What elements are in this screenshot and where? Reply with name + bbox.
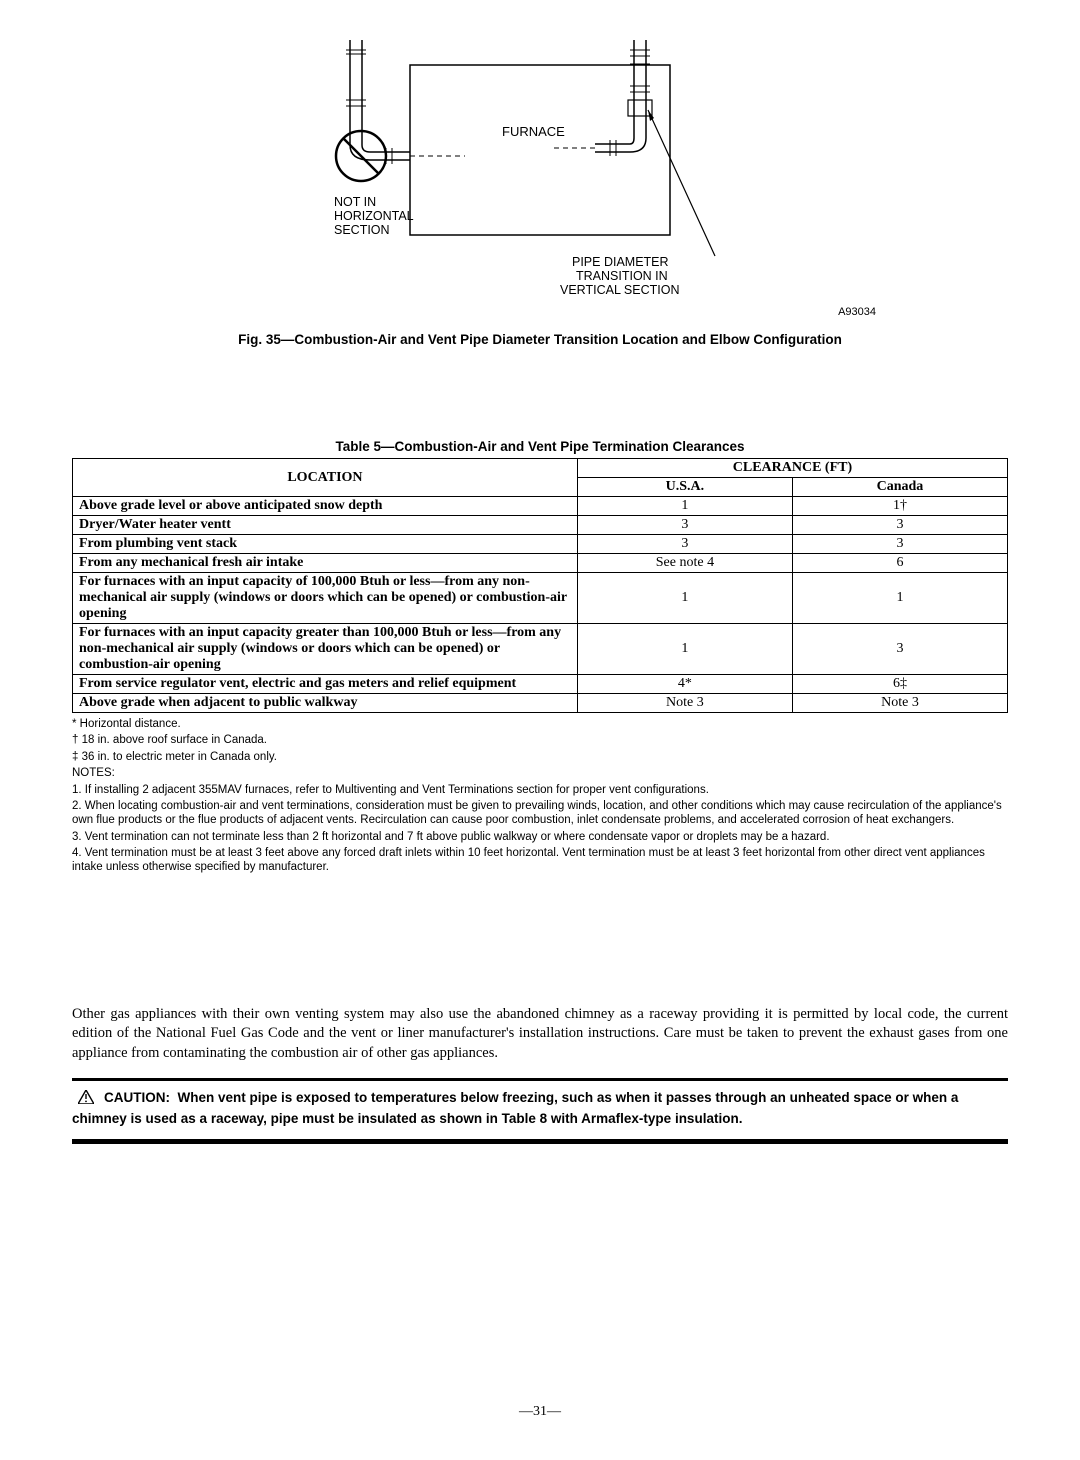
th-location: LOCATION: [73, 459, 578, 497]
figure-caption: Fig. 35—Combustion-Air and Vent Pipe Dia…: [72, 332, 1008, 347]
caution-text: When vent pipe is exposed to temperature…: [72, 1090, 958, 1126]
caution-label: CAUTION:: [104, 1090, 170, 1105]
note-1: 1. If installing 2 adjacent 355MAV furna…: [72, 783, 1008, 797]
document-page: FURNACE: [0, 0, 1080, 1460]
th-clearance: CLEARANCE (FT): [577, 459, 1007, 478]
furnace-label: FURNACE: [502, 124, 565, 139]
note-3: 3. Vent termination can not terminate le…: [72, 830, 1008, 844]
clearance-table: LOCATION CLEARANCE (FT) U.S.A. Canada Ab…: [72, 458, 1008, 713]
figure-35: FURNACE: [72, 40, 1008, 347]
table-body: Above grade level or above anticipated s…: [73, 497, 1008, 713]
footnote-star: * Horizontal distance.: [72, 717, 1008, 731]
figure-diagram: FURNACE: [270, 40, 810, 300]
caution-block: CAUTION: When vent pipe is exposed to te…: [72, 1078, 1008, 1144]
table-row: Dryer/Water heater ventt33: [73, 516, 1008, 535]
notes-label: NOTES:: [72, 766, 1008, 780]
footnote-ddagger: ‡ 36 in. to electric meter in Canada onl…: [72, 750, 1008, 764]
table-row: For furnaces with an input capacity of 1…: [73, 573, 1008, 624]
not-in-label: NOT IN HORIZONTAL SECTION: [334, 195, 417, 237]
th-usa: U.S.A.: [577, 478, 792, 497]
th-canada: Canada: [792, 478, 1007, 497]
table-row: From service regulator vent, electric an…: [73, 675, 1008, 694]
note-2: 2. When locating combustion-air and vent…: [72, 799, 1008, 828]
body-paragraph: Other gas appliances with their own vent…: [72, 1005, 1008, 1064]
table-title: Table 5—Combustion-Air and Vent Pipe Ter…: [72, 439, 1008, 454]
figure-ref-code: A93034: [72, 306, 1008, 318]
table-row: From any mechanical fresh air intakeSee …: [73, 554, 1008, 573]
pipe-transition-label: PIPE DIAMETER TRANSITION IN VERTICAL SEC…: [560, 255, 679, 297]
table-row: Above grade when adjacent to public walk…: [73, 694, 1008, 713]
footnotes: * Horizontal distance. † 18 in. above ro…: [72, 717, 1008, 875]
table-row: Above grade level or above anticipated s…: [73, 497, 1008, 516]
footnote-dagger: † 18 in. above roof surface in Canada.: [72, 733, 1008, 747]
warning-icon: [78, 1090, 94, 1110]
page-number: —31—: [72, 1404, 1008, 1420]
table-row: For furnaces with an input capacity grea…: [73, 624, 1008, 675]
note-4: 4. Vent termination must be at least 3 f…: [72, 846, 1008, 875]
table-row: From plumbing vent stack33: [73, 535, 1008, 554]
